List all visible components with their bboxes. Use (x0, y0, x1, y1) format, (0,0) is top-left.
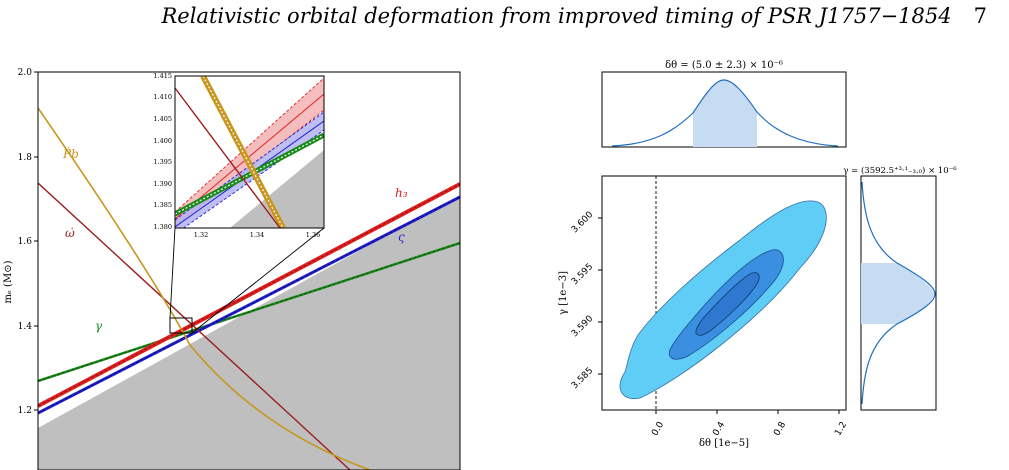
inset-x-tick: 1.32 (194, 231, 208, 239)
x-tick-label: 1.2 (833, 420, 849, 437)
mass-mass-diagram: 2.0 1.8 1.6 1.4 1.2 mₑ (M⊙) Ṗb ω̇ γ h₃ ς (3, 68, 461, 470)
y-tick-label: 1.8 (18, 153, 33, 163)
page-header: Relativistic orbital deformation from im… (161, 4, 987, 28)
omegadot-curve (38, 182, 351, 470)
inset-excluded-region (230, 150, 324, 228)
main-axes-frame (37, 71, 461, 470)
x-tick-label: 0.0 (650, 420, 666, 438)
inner-contour (695, 272, 760, 336)
delta-theta-title: δθ = (5.0 ± 2.3) × 10⁻⁶ (665, 60, 783, 71)
x-tick-label: 0.4 (711, 420, 727, 438)
h3-label: h₃ (395, 186, 408, 200)
inset-y-tick: 1.390 (153, 180, 172, 188)
inset-y-tick: 1.385 (153, 201, 172, 209)
y-tick-label-right: 3.595 (570, 262, 595, 287)
y-tick-label: 1.4 (18, 322, 33, 332)
main-y-axis: 2.0 1.8 1.6 1.4 1.2 (18, 68, 38, 416)
posterior-corner-plot: δθ = (5.0 ± 2.3) × 10⁻⁶ 0.0 0.4 0.8 1.2 (558, 60, 957, 449)
joint-y-label: γ [1e−3] (558, 271, 569, 315)
inset-y-tick: 1.415 (153, 72, 172, 80)
inset-y-tick: 1.380 (153, 223, 172, 231)
inset-y-tick: 1.400 (153, 137, 172, 145)
y-tick-label: 2.0 (18, 68, 33, 78)
inset-h3-band (175, 78, 324, 226)
y-tick-label: 1.6 (18, 237, 33, 247)
excluded-region (38, 195, 460, 470)
page-number: 7 (973, 4, 987, 28)
inset-zoom: 1.415 1.410 1.405 1.400 1.395 1.390 1.38… (153, 72, 325, 239)
inset-x-tick: 1.34 (250, 231, 264, 239)
delta-theta-density (611, 79, 839, 147)
varsigma-label: ς (398, 230, 405, 244)
inset-y-tick: 1.405 (153, 115, 172, 123)
inset-y-tick: 1.395 (153, 158, 172, 166)
pbdot-curve (38, 107, 371, 470)
inset-y-tick: 1.410 (153, 93, 172, 101)
y-tick-label-right: 3.585 (570, 366, 595, 391)
joint-x-label: δθ [1e−5] (699, 438, 749, 449)
delta-theta-marginal: δθ = (5.0 ± 2.3) × 10⁻⁶ (601, 60, 847, 148)
joint-posterior: 0.0 0.4 0.8 1.2 3.600 3.595 3.590 3.585 … (558, 175, 849, 449)
y-tick-label-right: 3.600 (570, 210, 595, 235)
pbdot-label: Ṗb (62, 146, 79, 161)
y-tick-label: 1.2 (18, 406, 32, 416)
y-axis-label: mₑ (M⊙) (3, 260, 14, 303)
paper-title: Relativistic orbital deformation from im… (161, 4, 952, 28)
gamma-density (861, 181, 936, 405)
zoom-box (169, 317, 193, 334)
omegadot-label: ω̇ (65, 226, 75, 240)
inset-frame (174, 75, 325, 229)
gamma-label: γ (95, 319, 103, 333)
x-tick-label: 0.8 (772, 420, 788, 438)
inset-x-tick: 1.36 (306, 231, 320, 239)
gamma-marginal: γ = (3592.5⁺³·¹₋₃.₀) × 10⁻⁶ (843, 165, 957, 411)
delta-theta-credible-fill (693, 80, 757, 147)
gamma-title: γ = (3592.5⁺³·¹₋₃.₀) × 10⁻⁶ (843, 165, 957, 176)
y-tick-label-right: 3.590 (570, 314, 595, 339)
gamma-credible-fill (861, 263, 935, 324)
